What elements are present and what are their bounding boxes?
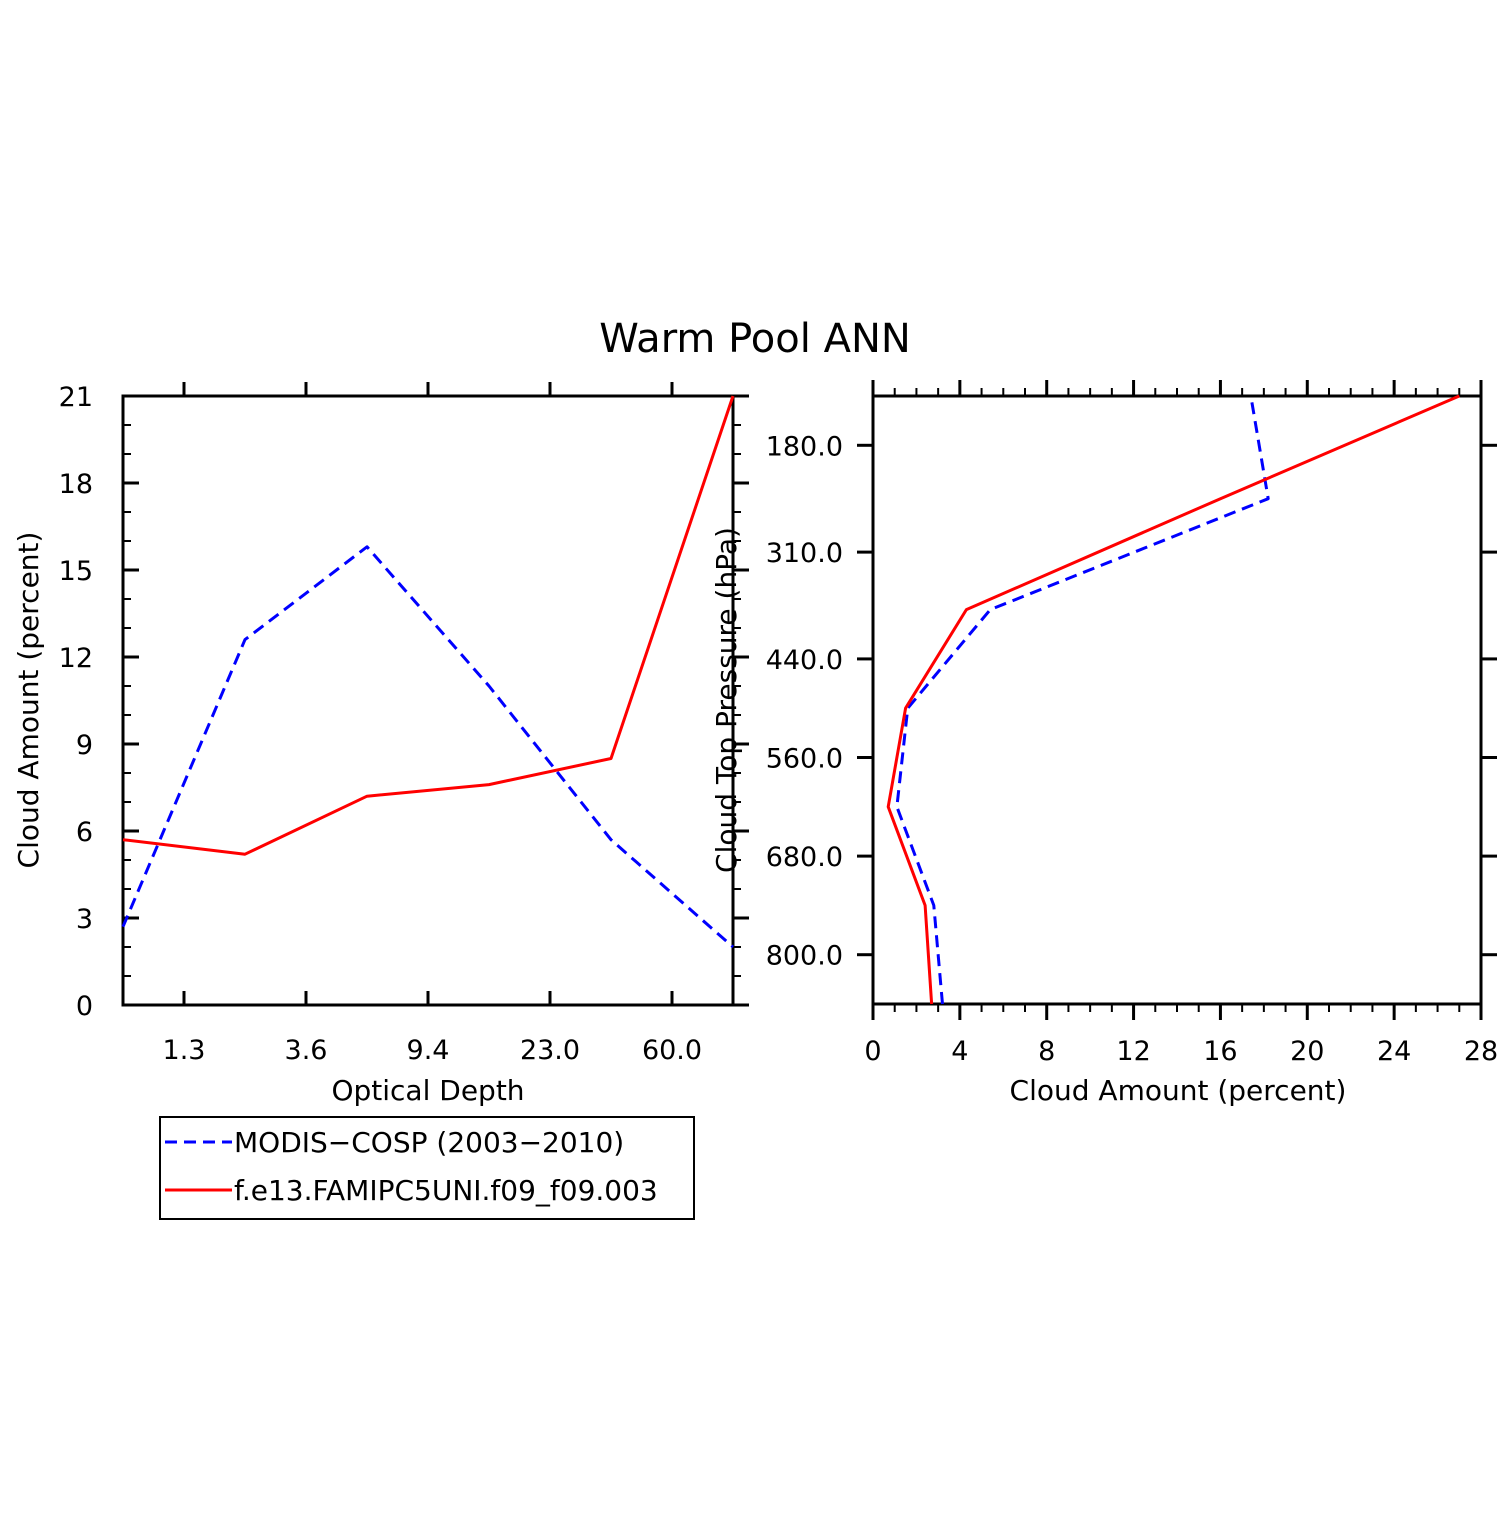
right-plot-frame	[871, 394, 1483, 1006]
left-series-model-line	[122, 395, 735, 856]
left-x-tick-label: 9.4	[407, 1035, 450, 1066]
right-x-tick-label: 4	[951, 1036, 968, 1067]
right-x-tick-label: 0	[864, 1036, 881, 1067]
legend-label-model: f.e13.FAMIPC5UNI.f09_f09.003	[234, 1174, 658, 1207]
right-x-tick-label: 12	[1116, 1036, 1150, 1067]
left-y-tick-label: 15	[59, 556, 93, 587]
chart-title: Warm Pool ANN	[599, 316, 911, 362]
pressure-panel: Cloud Amount (percent) Cloud Top Pressur…	[710, 380, 1498, 1107]
right-x-tick-label: 20	[1290, 1036, 1324, 1067]
left-x-tick-label: 23.0	[520, 1035, 580, 1066]
legend-box	[159, 1116, 695, 1220]
right-y-tick-label: 560.0	[766, 744, 843, 775]
left-y-axis-label: Cloud Amount (percent)	[12, 532, 45, 869]
left-y-tick-label: 9	[76, 730, 93, 761]
right-y-tick-label: 800.0	[766, 941, 843, 972]
left-y-tick-label: 18	[59, 469, 93, 500]
right-y-tick-label: 310.0	[766, 538, 843, 569]
left-x-axis-label: Optical Depth	[331, 1074, 524, 1107]
right-x-axis-label: Cloud Amount (percent)	[1010, 1074, 1347, 1107]
legend: MODIS−COSP (2003−2010) f.e13.FAMIPC5UNI.…	[159, 1116, 695, 1220]
right-y-tick-label: 180.0	[766, 431, 843, 462]
left-x-tick-label: 3.6	[285, 1035, 328, 1066]
left-y-tick-label: 3	[76, 904, 93, 935]
right-y-tick-label: 680.0	[766, 842, 843, 873]
left-plot-frame	[121, 394, 735, 1007]
right-x-tick-label: 24	[1377, 1036, 1411, 1067]
left-y-tick-label: 6	[76, 817, 93, 848]
left-x-tick-label: 60.0	[642, 1035, 702, 1066]
left-y-tick-label: 21	[59, 382, 93, 413]
left-series-obs-line	[121, 545, 734, 949]
right-x-tick-label: 8	[1038, 1036, 1055, 1067]
right-series-model-line	[886, 394, 1460, 1005]
right-x-tick-label: 16	[1203, 1036, 1237, 1067]
optical-depth-panel: Optical Depth Cloud Amount (percent) 1.3…	[12, 382, 749, 1107]
left-x-tick-label: 1.3	[163, 1035, 206, 1066]
right-y-tick-label: 440.0	[766, 645, 843, 676]
left-y-tick-label: 12	[59, 643, 93, 674]
right-series-obs-line	[895, 395, 1270, 1005]
right-y-axis-label: Cloud Top Pressure (hPa)	[710, 527, 743, 873]
left-y-tick-label: 0	[76, 991, 93, 1022]
right-x-tick-label: 28	[1464, 1036, 1498, 1067]
legend-label-obs: MODIS−COSP (2003−2010)	[234, 1126, 624, 1159]
